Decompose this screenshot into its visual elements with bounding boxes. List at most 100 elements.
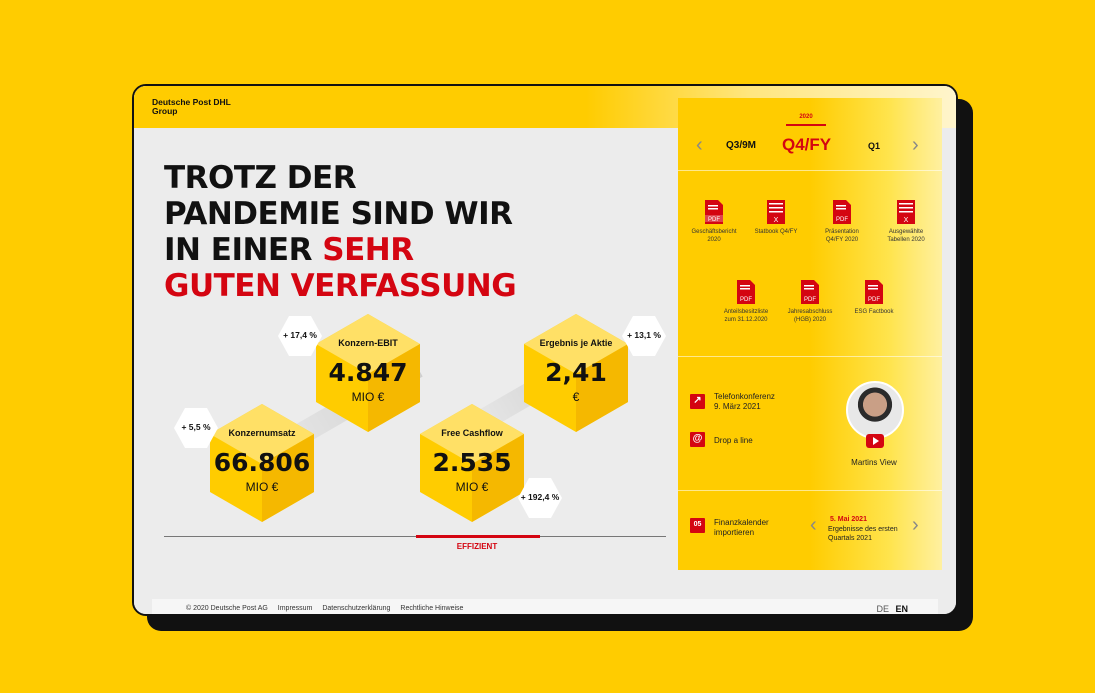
badge-hexagon [622,316,666,356]
badge-text: + 17,4 % [283,330,317,340]
play-icon[interactable] [866,434,884,448]
panel-divider [678,356,942,357]
doc-esg-factbook[interactable]: PDF ESG Factbook [842,280,906,316]
brand-line1: Deutsche Post DHL [152,97,231,107]
kpi-value: 4.847 [328,358,408,387]
kpi-free-cashflow[interactable]: Free Cashflow 2.535 MIO € [420,404,524,522]
footer-rechtlich-link[interactable]: Rechtliche Hinweise [400,605,464,612]
doc-tabellen[interactable]: X Ausgewählte Tabellen 2020 [874,200,938,244]
conference-line2: 9. März 2021 [714,402,761,411]
external-link-icon: ↗ [690,394,705,409]
doc-caption: Q4/FY 2020 [825,237,859,243]
doc-caption: Ausgewählte [888,229,924,235]
doc-jahresabschluss[interactable]: PDF Jahresabschluss (HGB) 2020 [778,280,842,324]
effizient-label: EFFIZIENT [456,542,498,551]
svg-text:PDF: PDF [708,217,720,223]
change-badge: + 17,4 % [278,316,322,356]
kpi-value: 2.535 [432,448,512,477]
doc-caption: (HGB) 2020 [793,317,826,323]
pdf-icon: PDF [865,280,883,304]
kpi-unit: MIO € [351,390,385,404]
calendar-icon: 05 [690,518,705,533]
lang-de[interactable]: DE [876,604,889,614]
year-label: 2020 [799,114,813,120]
brand-logo[interactable]: Deutsche Post DHL Group [152,98,231,116]
doc-caption: Statbook Q4/FY [754,229,798,235]
event-text: Ergebnisse des ersten Quartals 2021 [828,525,898,543]
doc-caption: Präsentation [825,229,859,235]
doc-praesentation[interactable]: PDF Präsentation Q4/FY 2020 [810,200,874,244]
change-badge: + 13,1 % [622,316,666,356]
headline-line4: GUTEN VERFASSUNG [164,268,517,304]
baseline [164,536,666,537]
doc-statbook[interactable]: X Statbook Q4/FY [744,200,808,236]
year-underline [786,124,826,126]
excel-icon: X [897,200,915,224]
chevron-right-icon[interactable]: › [912,134,919,156]
excel-icon: X [767,200,785,224]
baseline-highlight [416,535,540,538]
kpi-ergebnis-je-aktie[interactable]: Ergebnis je Aktie 2,41 € [524,314,628,432]
chevron-left-icon[interactable]: ‹ [810,514,817,536]
video-caption[interactable]: Martins View [851,458,897,467]
footer-links: © 2020 Deutsche Post AG Impressum Datens… [186,605,471,612]
pdf-icon: PDF [705,200,723,224]
headline-line2: PANDEMIE SIND WIR [164,196,513,232]
quarter-prev[interactable]: Q3/9M [726,140,757,151]
event-line1: Ergebnisse des ersten [828,526,898,533]
page-headline: TROTZ DER PANDEMIE SIND WIR IN EINER SEH… [164,160,517,304]
doc-caption: Geschäftsbericht [691,229,737,235]
chevron-right-icon[interactable]: › [912,514,919,536]
badge-hexagon [174,408,218,448]
badge-hexagon [278,316,322,356]
quarter-current[interactable]: Q4/FY [782,135,832,154]
drop-a-line-link[interactable]: Drop a line [714,436,753,445]
language-switch: DE EN [872,604,908,614]
pdf-icon: PDF [737,280,755,304]
chevron-left-icon[interactable]: ‹ [696,134,703,156]
headline-line3a: IN EINER [164,232,323,268]
kpi-label: Konzernumsatz [228,428,296,438]
hexagon-shape [210,404,314,522]
calendar-import-link[interactable]: Finanzkalender importieren [714,518,769,538]
badge-text: + 13,1 % [627,330,661,340]
change-badge: + 5,5 % [174,408,218,448]
doc-caption: Tabellen 2020 [887,237,925,243]
event-date: 5. Mai 2021 [830,516,867,523]
doc-caption: Anteilsbesitzliste [723,309,769,315]
change-badge: + 192,4 % [518,478,562,518]
kpi-unit: MIO € [245,480,279,494]
conference-line1: Telefonkonferenz [714,392,775,401]
side-panel: 2020 ‹ Q3/9M Q4/FY Q1 › PDF Geschäftsber… [678,98,942,570]
conference-link[interactable]: Telefonkonferenz 9. März 2021 [714,392,775,412]
footer: © 2020 Deutsche Post AG Impressum Datens… [152,599,938,614]
svg-text:X: X [774,217,779,224]
tablet-frame: Deutsche Post DHL Group TROTZ DER PANDEM… [132,84,958,616]
doc-caption: zum 31.12.2020 [724,317,768,323]
badge-text: + 192,4 % [520,492,560,502]
avatar[interactable] [846,381,904,439]
doc-anteilsbesitzliste[interactable]: PDF Anteilsbesitzliste zum 31.12.2020 [714,280,778,324]
headline-line1: TROTZ DER [164,160,357,196]
panel-divider [678,170,942,171]
footer-datenschutz-link[interactable]: Datenschutzerklärung [322,605,391,612]
footer-impressum-link[interactable]: Impressum [277,605,313,612]
calendar-line2: importieren [714,528,755,537]
svg-text:PDF: PDF [804,297,816,303]
svg-text:PDF: PDF [868,297,880,303]
calendar-line1: Finanzkalender [714,518,769,527]
kpi-unit: MIO € [455,480,489,494]
kpi-value: 66.806 [213,448,311,477]
pdf-icon: PDF [833,200,851,224]
lang-en[interactable]: EN [895,604,908,614]
kpi-value: 2,41 [545,358,607,387]
headline-line3: IN EINER SEHR [164,232,516,268]
doc-geschaeftsbericht[interactable]: PDF Geschäftsbericht 2020 [682,200,746,244]
doc-caption: 2020 [707,237,721,243]
hexagon-shape [524,314,628,432]
svg-text:PDF: PDF [836,217,848,223]
svg-text:PDF: PDF [740,297,752,303]
quarter-next[interactable]: Q1 [868,141,881,151]
kpi-konzernumsatz[interactable]: Konzernumsatz 66.806 MIO € [210,404,314,522]
kpi-konzern-ebit[interactable]: Konzern-EBIT 4.847 MIO € [316,314,420,432]
